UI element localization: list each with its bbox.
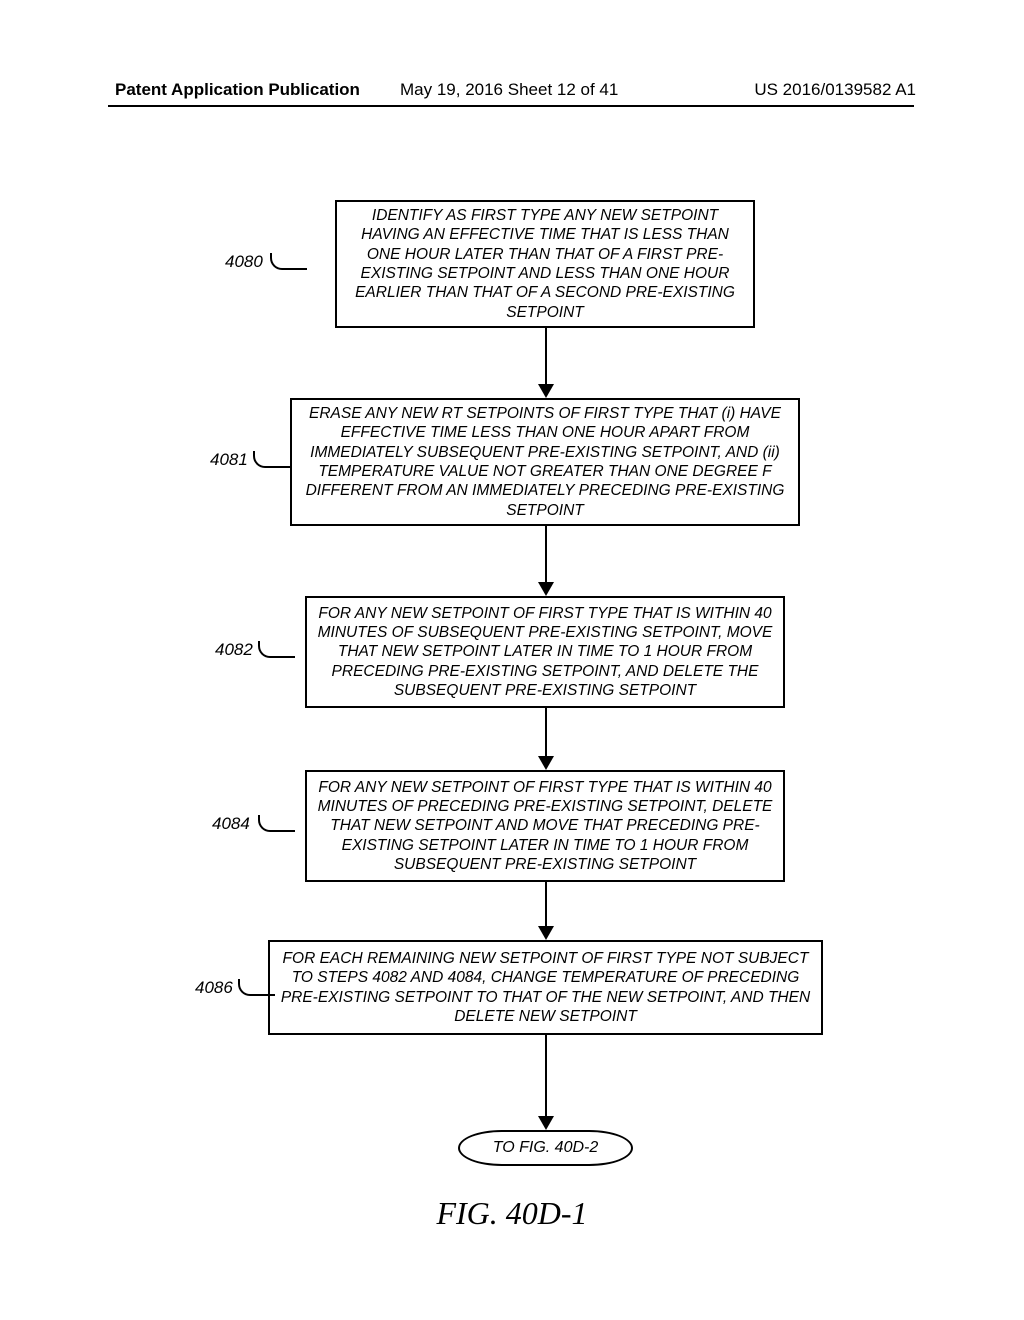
flow-label-4081: 4081 — [210, 450, 248, 470]
arrow-head-icon — [538, 384, 554, 398]
arrow-head-icon — [538, 1116, 554, 1130]
arrow-line — [545, 708, 547, 756]
arrow-line — [545, 882, 547, 926]
flow-label-4084: 4084 — [212, 814, 250, 834]
flow-box-4086: FOR EACH REMAINING NEW SETPOINT OF FIRST… — [268, 940, 823, 1035]
header-right: US 2016/0139582 A1 — [754, 80, 916, 100]
arrow-head-icon — [538, 582, 554, 596]
offpage-connector: TO FIG. 40D-2 — [458, 1130, 633, 1166]
page: Patent Application Publication May 19, 2… — [0, 0, 1024, 1320]
flow-box-text: IDENTIFY AS FIRST TYPE ANY NEW SETPOINT … — [347, 206, 743, 322]
connector-text: TO FIG. 40D-2 — [493, 1139, 599, 1157]
flow-box-4080: IDENTIFY AS FIRST TYPE ANY NEW SETPOINT … — [335, 200, 755, 328]
flow-box-4081: ERASE ANY NEW RT SETPOINTS OF FIRST TYPE… — [290, 398, 800, 526]
header-left: Patent Application Publication — [115, 80, 360, 100]
arrow-head-icon — [538, 926, 554, 940]
header-rule — [108, 105, 914, 107]
figure-caption-text: FIG. 40D-1 — [436, 1195, 587, 1231]
figure-caption: FIG. 40D-1 — [0, 1195, 1024, 1232]
arrow-head-icon — [538, 756, 554, 770]
label-connector — [270, 253, 307, 270]
label-connector — [253, 451, 290, 468]
flow-box-4084: FOR ANY NEW SETPOINT OF FIRST TYPE THAT … — [305, 770, 785, 882]
flow-box-text: FOR EACH REMAINING NEW SETPOINT OF FIRST… — [280, 949, 811, 1027]
label-connector — [258, 815, 295, 832]
flow-label-4086: 4086 — [195, 978, 233, 998]
arrow-line — [545, 1035, 547, 1116]
flow-box-4082: FOR ANY NEW SETPOINT OF FIRST TYPE THAT … — [305, 596, 785, 708]
flow-box-text: FOR ANY NEW SETPOINT OF FIRST TYPE THAT … — [317, 604, 773, 701]
header-center: May 19, 2016 Sheet 12 of 41 — [400, 80, 618, 100]
flow-label-4080: 4080 — [225, 252, 263, 272]
label-connector — [238, 979, 275, 996]
flow-box-text: FOR ANY NEW SETPOINT OF FIRST TYPE THAT … — [317, 778, 773, 875]
arrow-line — [545, 526, 547, 582]
flow-label-4082: 4082 — [215, 640, 253, 660]
label-connector — [258, 641, 295, 658]
flow-box-text: ERASE ANY NEW RT SETPOINTS OF FIRST TYPE… — [302, 404, 788, 520]
arrow-line — [545, 328, 547, 384]
